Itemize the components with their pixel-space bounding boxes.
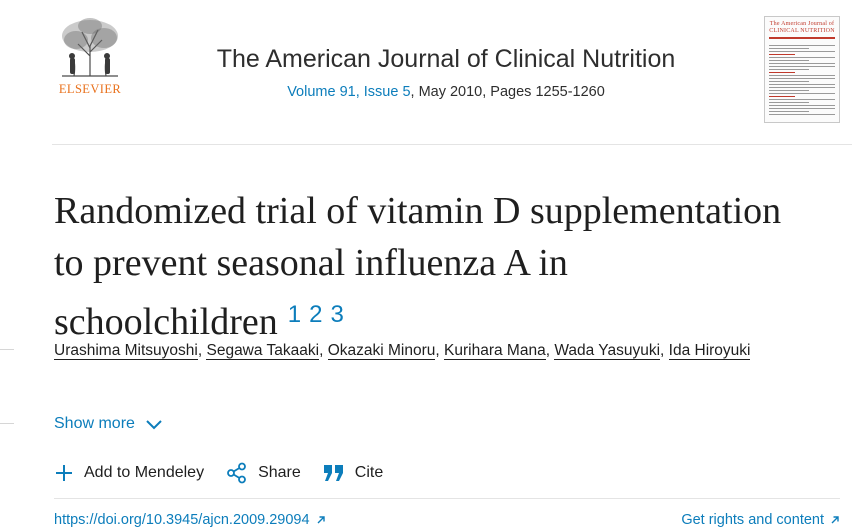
doi-text: https://doi.org/10.3945/ajcn.2009.29094 xyxy=(54,512,310,528)
article-title-text: Randomized trial of vitamin D supplement… xyxy=(54,190,782,344)
elsevier-wordmark: ELSEVIER xyxy=(58,82,122,96)
footnote-link-3[interactable]: 3 xyxy=(330,301,344,329)
header-divider xyxy=(52,144,852,145)
author-separator: , xyxy=(435,342,445,359)
share-icon xyxy=(227,462,246,484)
issue-info: Volume 91, Issue 5, May 2010, Pages 1255… xyxy=(140,84,752,100)
elsevier-tree-icon xyxy=(62,18,118,77)
cover-text-lines xyxy=(765,41,839,119)
quote-icon xyxy=(323,465,343,481)
footnote-link-2[interactable]: 2 xyxy=(309,301,323,329)
doi-link[interactable]: https://doi.org/10.3945/ajcn.2009.29094 xyxy=(54,512,326,528)
share-label: Share xyxy=(258,464,301,481)
add-to-mendeley-label: Add to Mendeley xyxy=(84,464,205,481)
chevron-down-icon xyxy=(146,419,162,429)
actions-divider xyxy=(54,498,840,499)
share-button[interactable]: Share xyxy=(226,462,301,484)
external-link-icon xyxy=(831,516,839,524)
cover-bar xyxy=(769,37,835,39)
external-link-icon xyxy=(317,516,325,524)
issue-date-pages: , May 2010, Pages 1255-1260 xyxy=(410,84,605,100)
plus-icon xyxy=(56,465,72,481)
author-link[interactable]: Ida Hiroyuki xyxy=(668,342,751,360)
footnote-link-1[interactable]: 1 xyxy=(287,301,302,329)
volume-issue-link[interactable]: Volume 91, Issue 5 xyxy=(287,84,411,100)
author-link[interactable]: Wada Yasuyuki xyxy=(554,342,661,360)
left-divider xyxy=(0,349,14,350)
left-divider xyxy=(0,423,14,424)
author-link[interactable]: Segawa Takaaki xyxy=(206,342,320,360)
journal-title[interactable]: The American Journal of Clinical Nutriti… xyxy=(216,45,676,73)
show-more-label: Show more xyxy=(54,415,135,432)
author-separator: , xyxy=(197,342,207,359)
elsevier-logo[interactable]: ELSEVIER xyxy=(52,16,128,100)
show-more-button[interactable]: Show more xyxy=(54,415,163,433)
author-separator: , xyxy=(660,342,669,359)
cite-label: Cite xyxy=(354,464,384,481)
add-to-mendeley-button[interactable]: Add to Mendeley xyxy=(54,463,204,483)
author-list: Urashima Mitsuyoshi, Segawa Takaaki, Oka… xyxy=(54,337,814,365)
article-title: Randomized trial of vitamin D supplement… xyxy=(54,185,814,348)
cite-button[interactable]: Cite xyxy=(323,464,383,482)
cover-title: The American Journal of CLINICAL NUTRITI… xyxy=(769,21,835,34)
journal-cover-thumbnail[interactable]: The American Journal of CLINICAL NUTRITI… xyxy=(764,16,840,123)
author-separator: , xyxy=(319,342,328,359)
author-link[interactable]: Okazaki Minoru xyxy=(327,342,436,360)
get-rights-text: Get rights and content xyxy=(681,512,824,528)
author-separator: , xyxy=(545,342,555,359)
article-actions: Add to Mendeley Share Cite xyxy=(54,462,405,484)
author-link[interactable]: Kurihara Mana xyxy=(444,342,546,360)
author-link[interactable]: Urashima Mitsuyoshi xyxy=(54,342,198,360)
get-rights-link[interactable]: Get rights and content xyxy=(681,512,840,528)
